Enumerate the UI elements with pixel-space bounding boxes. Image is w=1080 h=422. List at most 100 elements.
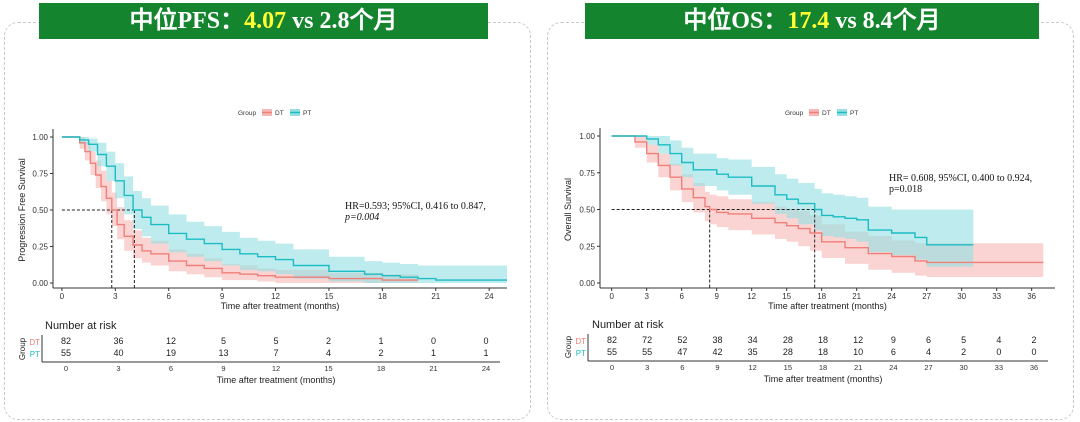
pfs-risk-cell: 5 xyxy=(273,336,278,346)
os-y-tick-label: 0.00 xyxy=(579,279,595,288)
pfs-risk-cell: 82 xyxy=(61,336,71,346)
os-x-tick-label: 30 xyxy=(957,292,966,301)
os-risk-x-tick-label: 12 xyxy=(748,363,756,372)
os-risk-cell: 6 xyxy=(926,335,931,345)
pfs-risk-cell: 12 xyxy=(166,336,176,346)
pfs-legend-label-pt: PT xyxy=(303,110,311,117)
os-risk-cell: 6 xyxy=(891,347,896,357)
os-legend-label-dt: DT xyxy=(822,110,831,117)
os-x-tick-label: 3 xyxy=(644,292,649,301)
os-x-axis-label: Time after treatment (months) xyxy=(768,301,887,311)
pfs-y-tick-label: 1.00 xyxy=(32,133,48,142)
os-x-tick-label: 12 xyxy=(747,292,756,301)
pfs-risk-cell: 5 xyxy=(221,336,226,346)
os-risk-cell: 72 xyxy=(642,335,652,345)
pfs-legend-label-dt: DT xyxy=(275,110,284,117)
os-risk-cell: 28 xyxy=(783,335,793,345)
pfs-risk-cell: 7 xyxy=(273,348,278,358)
os-risk-cell: 0 xyxy=(996,347,1001,357)
os-x-tick-label: 15 xyxy=(782,292,791,301)
pfs-risk-x-tick-label: 9 xyxy=(221,364,225,373)
os-risk-cell: 9 xyxy=(891,335,896,345)
os-risk-row-label-pt: PT xyxy=(576,349,586,358)
os-risk-cell: 0 xyxy=(1031,347,1036,357)
pfs-banner-suffix: vs 2.8个月 xyxy=(286,8,398,34)
os-y-axis-label: Overall Survival xyxy=(563,178,573,241)
os-curve-pt xyxy=(611,135,974,246)
pfs-y-axis-label: Progression Free Survival xyxy=(17,158,27,262)
pfs-x-tick-label: 21 xyxy=(431,292,440,301)
os-risk-x-tick-label: 21 xyxy=(854,363,862,372)
pfs-x-axis-label: Time after treatment (months) xyxy=(221,301,340,311)
pfs-curve-dt xyxy=(61,136,418,281)
os-risk-cell: 82 xyxy=(607,335,617,345)
pfs-legend-title: Group xyxy=(238,110,256,117)
os-risk-x-tick-label: 24 xyxy=(889,363,897,372)
os-risk-cell: 55 xyxy=(642,347,652,357)
os-legend-title: Group xyxy=(785,110,803,117)
os-banner-highlight: 17.4 xyxy=(787,8,830,34)
os-risk-cell: 5 xyxy=(961,335,966,345)
os-risk-cell: 34 xyxy=(748,335,758,345)
os-chart: 0.000.250.500.751.000 3 6 9 12 15 18 21 24 27 30 33… xyxy=(563,109,1055,384)
pfs-banner-highlight: 4.07 xyxy=(244,8,287,34)
pfs-hr-text: HR=0.593; 95%CI, 0.416 to 0.847, xyxy=(345,201,486,212)
os-x-tick-label: 21 xyxy=(852,292,861,301)
pfs-banner: 中位PFS：4.07 vs 2.8个月 xyxy=(39,3,488,39)
pfs-x-tick-label: 9 xyxy=(220,292,225,301)
os-risk-cell: 18 xyxy=(818,335,828,345)
os-risk-cell: 2 xyxy=(961,347,966,357)
os-risk-cell: 28 xyxy=(783,347,793,357)
pfs-risk-x-tick-label: 15 xyxy=(324,364,332,373)
pfs-banner-prefix: 中位PFS： xyxy=(129,8,245,34)
os-risk-cell: 18 xyxy=(818,347,828,357)
pfs-y-tick-label: 0.50 xyxy=(32,206,48,215)
pfs-y-tick-label: 0.00 xyxy=(32,279,48,288)
pfs-risk-cell: 1 xyxy=(431,348,436,358)
pfs-x-tick-label: 12 xyxy=(271,292,280,301)
pfs-risk-x-tick-label: 6 xyxy=(169,364,173,373)
pfs-curve-pt xyxy=(61,136,507,281)
pfs-risk-cell: 0 xyxy=(431,336,436,346)
pfs-risk-cell: 4 xyxy=(326,348,331,358)
pfs-y-tick-label: 0.75 xyxy=(32,170,48,179)
os-risk-x-tick-label: 18 xyxy=(819,363,827,372)
os-risk-cell: 38 xyxy=(712,335,722,345)
os-banner-suffix: vs 8.4个月 xyxy=(829,8,941,34)
os-hr-text: HR= 0.608, 95%CI, 0.400 to 0.924, xyxy=(889,173,1032,184)
os-y-tick-label: 1.00 xyxy=(579,132,595,141)
pfs-ci-band-pt xyxy=(61,137,508,283)
os-y-tick-label: 0.75 xyxy=(579,169,595,178)
os-y-tick-label: 0.50 xyxy=(579,206,595,215)
os-x-tick-label: 6 xyxy=(679,292,684,301)
pfs-risk-cell: 55 xyxy=(61,348,71,358)
pfs-risk-cell: 40 xyxy=(113,348,123,358)
pfs-p-value-text: p=0.004 xyxy=(344,212,379,223)
os-risk-x-tick-label: 3 xyxy=(645,363,649,372)
pfs-risk-title: Number at risk xyxy=(45,320,117,332)
os-x-tick-label: 24 xyxy=(887,292,896,301)
os-risk-cell: 2 xyxy=(1031,335,1036,345)
pfs-risk-cell: 2 xyxy=(326,336,331,346)
os-risk-cell: 42 xyxy=(712,347,722,357)
pfs-risk-x-tick-label: 12 xyxy=(272,364,280,373)
os-risk-cell: 12 xyxy=(853,335,863,345)
os-risk-x-tick-label: 6 xyxy=(680,363,684,372)
os-risk-cell: 47 xyxy=(677,347,687,357)
pfs-x-tick-label: 24 xyxy=(485,292,494,301)
pfs-x-tick-label: 3 xyxy=(113,292,118,301)
os-risk-group-label: Group xyxy=(564,335,573,358)
pfs-risk-cell: 1 xyxy=(378,336,383,346)
os-x-tick-label: 33 xyxy=(992,292,1001,301)
os-risk-x-tick-label: 30 xyxy=(959,363,967,372)
os-risk-cell: 55 xyxy=(607,347,617,357)
os-risk-x-tick-label: 0 xyxy=(610,363,614,372)
os-x-tick-label: 0 xyxy=(609,292,614,301)
os-risk-cell: 10 xyxy=(853,347,863,357)
pfs-ci-band-dt xyxy=(61,137,419,283)
os-x-tick-label: 27 xyxy=(922,292,931,301)
os-risk-x-tick-label: 33 xyxy=(995,363,1003,372)
os-risk-x-tick-label: 9 xyxy=(715,363,719,372)
